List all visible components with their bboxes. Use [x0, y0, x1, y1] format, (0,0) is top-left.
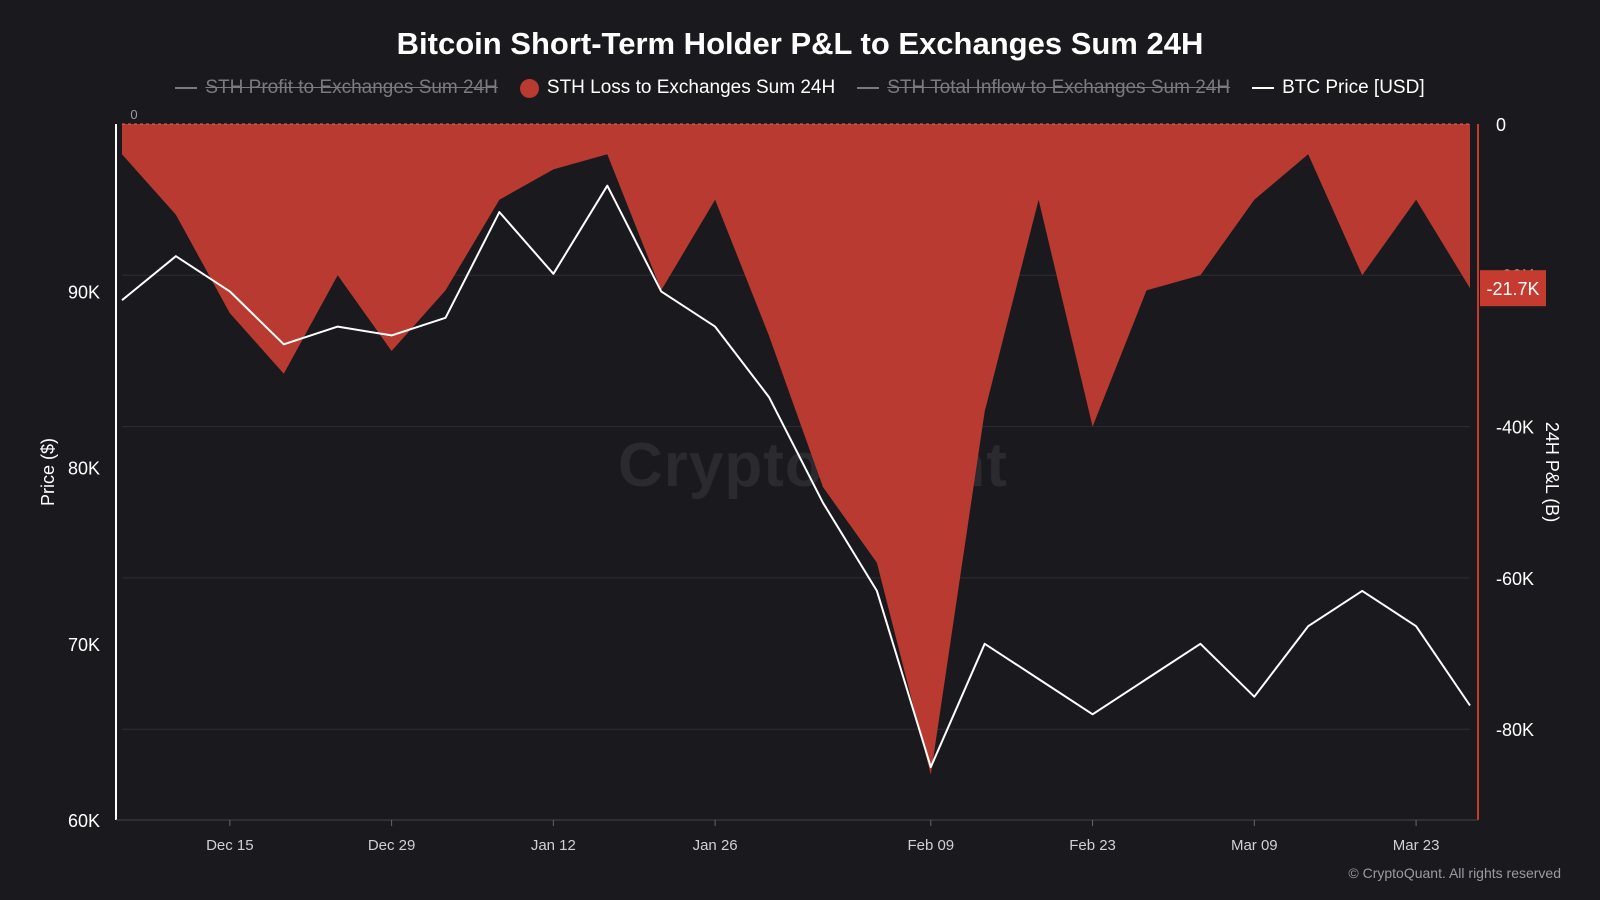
x-axis-tick: Dec 15 — [206, 837, 254, 854]
legend-swatch-btc-price — [1252, 87, 1275, 89]
legend-item-btc-price[interactable]: BTC Price [USD] — [1252, 77, 1425, 99]
left-axis-tick: 60K — [68, 811, 100, 831]
left-axis-tick: 80K — [68, 459, 100, 479]
legend-label-sth-profit: STH Profit to Exchanges Sum 24H — [205, 77, 498, 98]
legend-label-sth-total-inflow: STH Total Inflow to Exchanges Sum 24H — [887, 77, 1231, 98]
x-axis-tick: Jan 12 — [531, 837, 576, 854]
legend-swatch-sth-total-inflow — [857, 87, 880, 89]
x-axis-tick: Feb 23 — [1069, 837, 1116, 854]
legend-label-btc-price: BTC Price [USD] — [1282, 77, 1425, 98]
x-axis-tick: Mar 09 — [1231, 837, 1278, 854]
legend-item-sth-loss[interactable]: STH Loss to Exchanges Sum 24H — [519, 77, 836, 99]
legend-swatch-sth-profit — [175, 87, 198, 89]
right-axis-tick: -40K — [1496, 418, 1534, 438]
legend-item-sth-total-inflow[interactable]: STH Total Inflow to Exchanges Sum 24H — [857, 77, 1230, 99]
copyright-notice: © CryptoQuant. All rights reserved — [1348, 865, 1561, 881]
chart-title: Bitcoin Short-Term Holder P&L to Exchang… — [396, 26, 1204, 61]
legend: STH Profit to Exchanges Sum 24H STH Loss… — [0, 77, 1600, 99]
left-axis-title: Price ($) — [38, 438, 58, 506]
last-value-badge-text: -21.7K — [1486, 279, 1539, 299]
legend-item-sth-profit[interactable]: STH Profit to Exchanges Sum 24H — [175, 77, 498, 99]
legend-swatch-sth-loss — [519, 78, 539, 98]
series-sth-loss-area — [122, 124, 1470, 775]
series-btc-price-line — [121, 184, 1471, 769]
legend-label-sth-loss: STH Loss to Exchanges Sum 24H — [546, 77, 836, 98]
top-left-label: 0 — [130, 107, 137, 122]
x-axis-tick: Mar 23 — [1393, 837, 1440, 854]
left-axis-tick: 70K — [68, 635, 100, 655]
x-axis-tick: Jan 26 — [693, 837, 738, 854]
right-axis-tick: -80K — [1496, 720, 1534, 740]
x-axis-tick: Feb 09 — [907, 837, 954, 854]
right-axis-tick: -60K — [1496, 569, 1534, 589]
right-axis-title: 24H P&L (B) — [1542, 422, 1562, 522]
x-axis-tick: Dec 29 — [368, 837, 416, 854]
last-value-badge — [1480, 270, 1546, 307]
right-axis-tick: 0 — [1496, 115, 1506, 135]
left-axis-tick: 90K — [68, 282, 100, 302]
